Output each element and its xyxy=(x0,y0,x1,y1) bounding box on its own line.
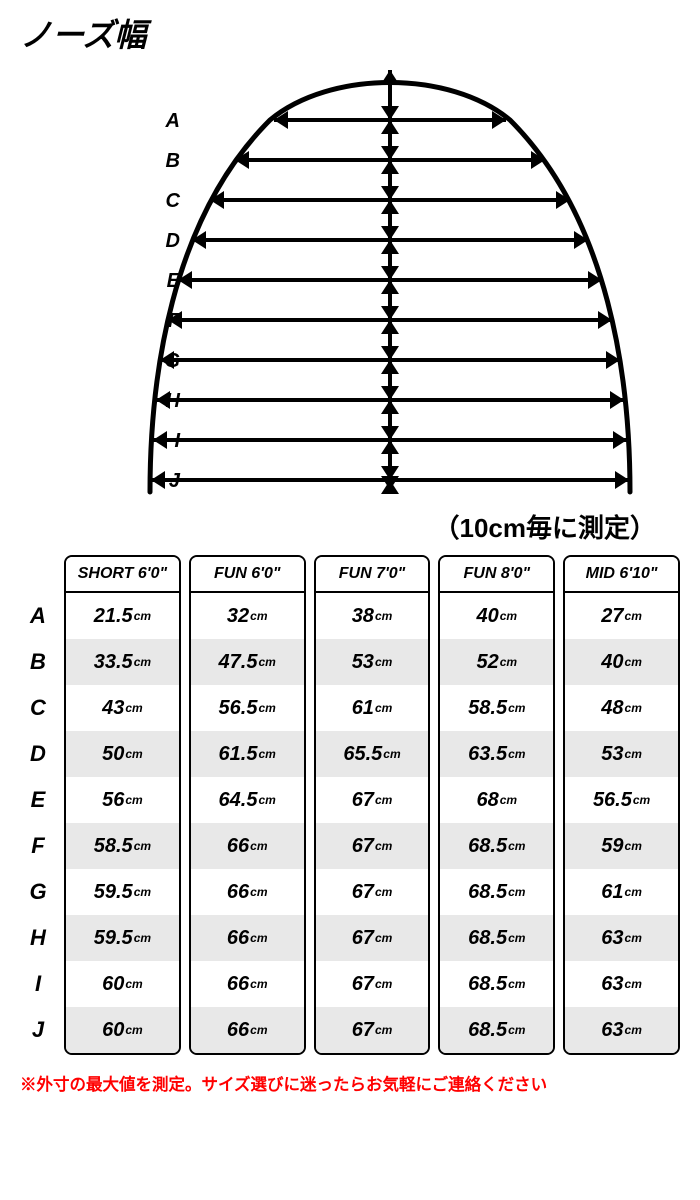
column-header: FUN 7'0" xyxy=(316,557,429,593)
size-cell: 61cm xyxy=(316,685,429,731)
column-header: FUN 6'0" xyxy=(191,557,304,593)
size-cell: 68.5cm xyxy=(440,961,553,1007)
size-cell: 32cm xyxy=(191,593,304,639)
size-cell: 67cm xyxy=(316,961,429,1007)
size-cell: 40cm xyxy=(440,593,553,639)
size-cell: 67cm xyxy=(316,1007,429,1053)
size-cell: 60cm xyxy=(66,961,179,1007)
column-header: MID 6'10" xyxy=(565,557,678,593)
svg-text:G: G xyxy=(164,350,180,372)
size-cell: 67cm xyxy=(316,823,429,869)
size-cell: 58.5cm xyxy=(440,685,553,731)
footnote: ※外寸の最大値を測定。サイズ選びに迷ったらお気軽にご連絡ください xyxy=(20,1071,680,1095)
size-column: FUN 8'0"40cm52cm58.5cm63.5cm68cm68.5cm68… xyxy=(438,555,555,1055)
size-cell: 47.5cm xyxy=(191,639,304,685)
size-cell: 56cm xyxy=(66,777,179,823)
size-cell: 27cm xyxy=(565,593,678,639)
size-cell: 21.5cm xyxy=(66,593,179,639)
size-cell: 48cm xyxy=(565,685,678,731)
size-cell: 68cm xyxy=(440,777,553,823)
svg-text:D: D xyxy=(166,230,180,252)
size-cell: 40cm xyxy=(565,639,678,685)
size-cell: 63cm xyxy=(565,1007,678,1053)
svg-text:E: E xyxy=(167,270,181,292)
row-label: A xyxy=(20,593,56,639)
row-label: C xyxy=(20,685,56,731)
size-cell: 56.5cm xyxy=(191,685,304,731)
size-cell: 68.5cm xyxy=(440,823,553,869)
size-cell: 58.5cm xyxy=(66,823,179,869)
size-cell: 66cm xyxy=(191,823,304,869)
size-cell: 33.5cm xyxy=(66,639,179,685)
row-label: B xyxy=(20,639,56,685)
size-cell: 53cm xyxy=(565,731,678,777)
svg-text:J: J xyxy=(169,470,181,492)
size-cell: 61cm xyxy=(565,869,678,915)
size-cell: 68.5cm xyxy=(440,1007,553,1053)
size-cell: 63cm xyxy=(565,915,678,961)
row-label: I xyxy=(20,961,56,1007)
row-label: J xyxy=(20,1007,56,1053)
size-cell: 66cm xyxy=(191,869,304,915)
size-cell: 68.5cm xyxy=(440,869,553,915)
svg-text:I: I xyxy=(174,430,180,452)
size-column: FUN 7'0"38cm53cm61cm65.5cm67cm67cm67cm67… xyxy=(314,555,431,1055)
column-header: SHORT 6'0" xyxy=(66,557,179,593)
size-cell: 59.5cm xyxy=(66,869,179,915)
size-table: ABCDEFGHIJ SHORT 6'0"21.5cm33.5cm43cm50c… xyxy=(20,555,680,1055)
size-cell: 63.5cm xyxy=(440,731,553,777)
size-cell: 60cm xyxy=(66,1007,179,1053)
size-column: MID 6'10"27cm40cm48cm53cm56.5cm59cm61cm6… xyxy=(563,555,680,1055)
size-cell: 53cm xyxy=(316,639,429,685)
size-cell: 52cm xyxy=(440,639,553,685)
size-cell: 56.5cm xyxy=(565,777,678,823)
row-label: F xyxy=(20,823,56,869)
row-label: E xyxy=(20,777,56,823)
size-cell: 67cm xyxy=(316,869,429,915)
size-cell: 59cm xyxy=(565,823,678,869)
size-cell: 63cm xyxy=(565,961,678,1007)
size-cell: 67cm xyxy=(316,777,429,823)
size-cell: 43cm xyxy=(66,685,179,731)
size-cell: 66cm xyxy=(191,961,304,1007)
size-cell: 50cm xyxy=(66,731,179,777)
row-label: H xyxy=(20,915,56,961)
svg-text:A: A xyxy=(165,110,180,132)
size-column: SHORT 6'0"21.5cm33.5cm43cm50cm56cm58.5cm… xyxy=(64,555,181,1055)
svg-text:B: B xyxy=(166,150,180,172)
svg-text:C: C xyxy=(166,190,181,212)
page-title: ノーズ幅 xyxy=(20,10,680,56)
row-label: D xyxy=(20,731,56,777)
row-label: G xyxy=(20,869,56,915)
size-cell: 59.5cm xyxy=(66,915,179,961)
svg-text:F: F xyxy=(168,310,181,332)
column-header: FUN 8'0" xyxy=(440,557,553,593)
size-cell: 65.5cm xyxy=(316,731,429,777)
size-cell: 68.5cm xyxy=(440,915,553,961)
size-cell: 61.5cm xyxy=(191,731,304,777)
svg-text:H: H xyxy=(166,390,181,412)
nose-width-diagram: ABCDEFGHIJ xyxy=(30,60,670,500)
size-cell: 38cm xyxy=(316,593,429,639)
measurement-caption: （10cm毎に測定） xyxy=(20,508,656,545)
size-cell: 67cm xyxy=(316,915,429,961)
size-cell: 64.5cm xyxy=(191,777,304,823)
size-column: FUN 6'0"32cm47.5cm56.5cm61.5cm64.5cm66cm… xyxy=(189,555,306,1055)
size-cell: 66cm xyxy=(191,915,304,961)
size-cell: 66cm xyxy=(191,1007,304,1053)
